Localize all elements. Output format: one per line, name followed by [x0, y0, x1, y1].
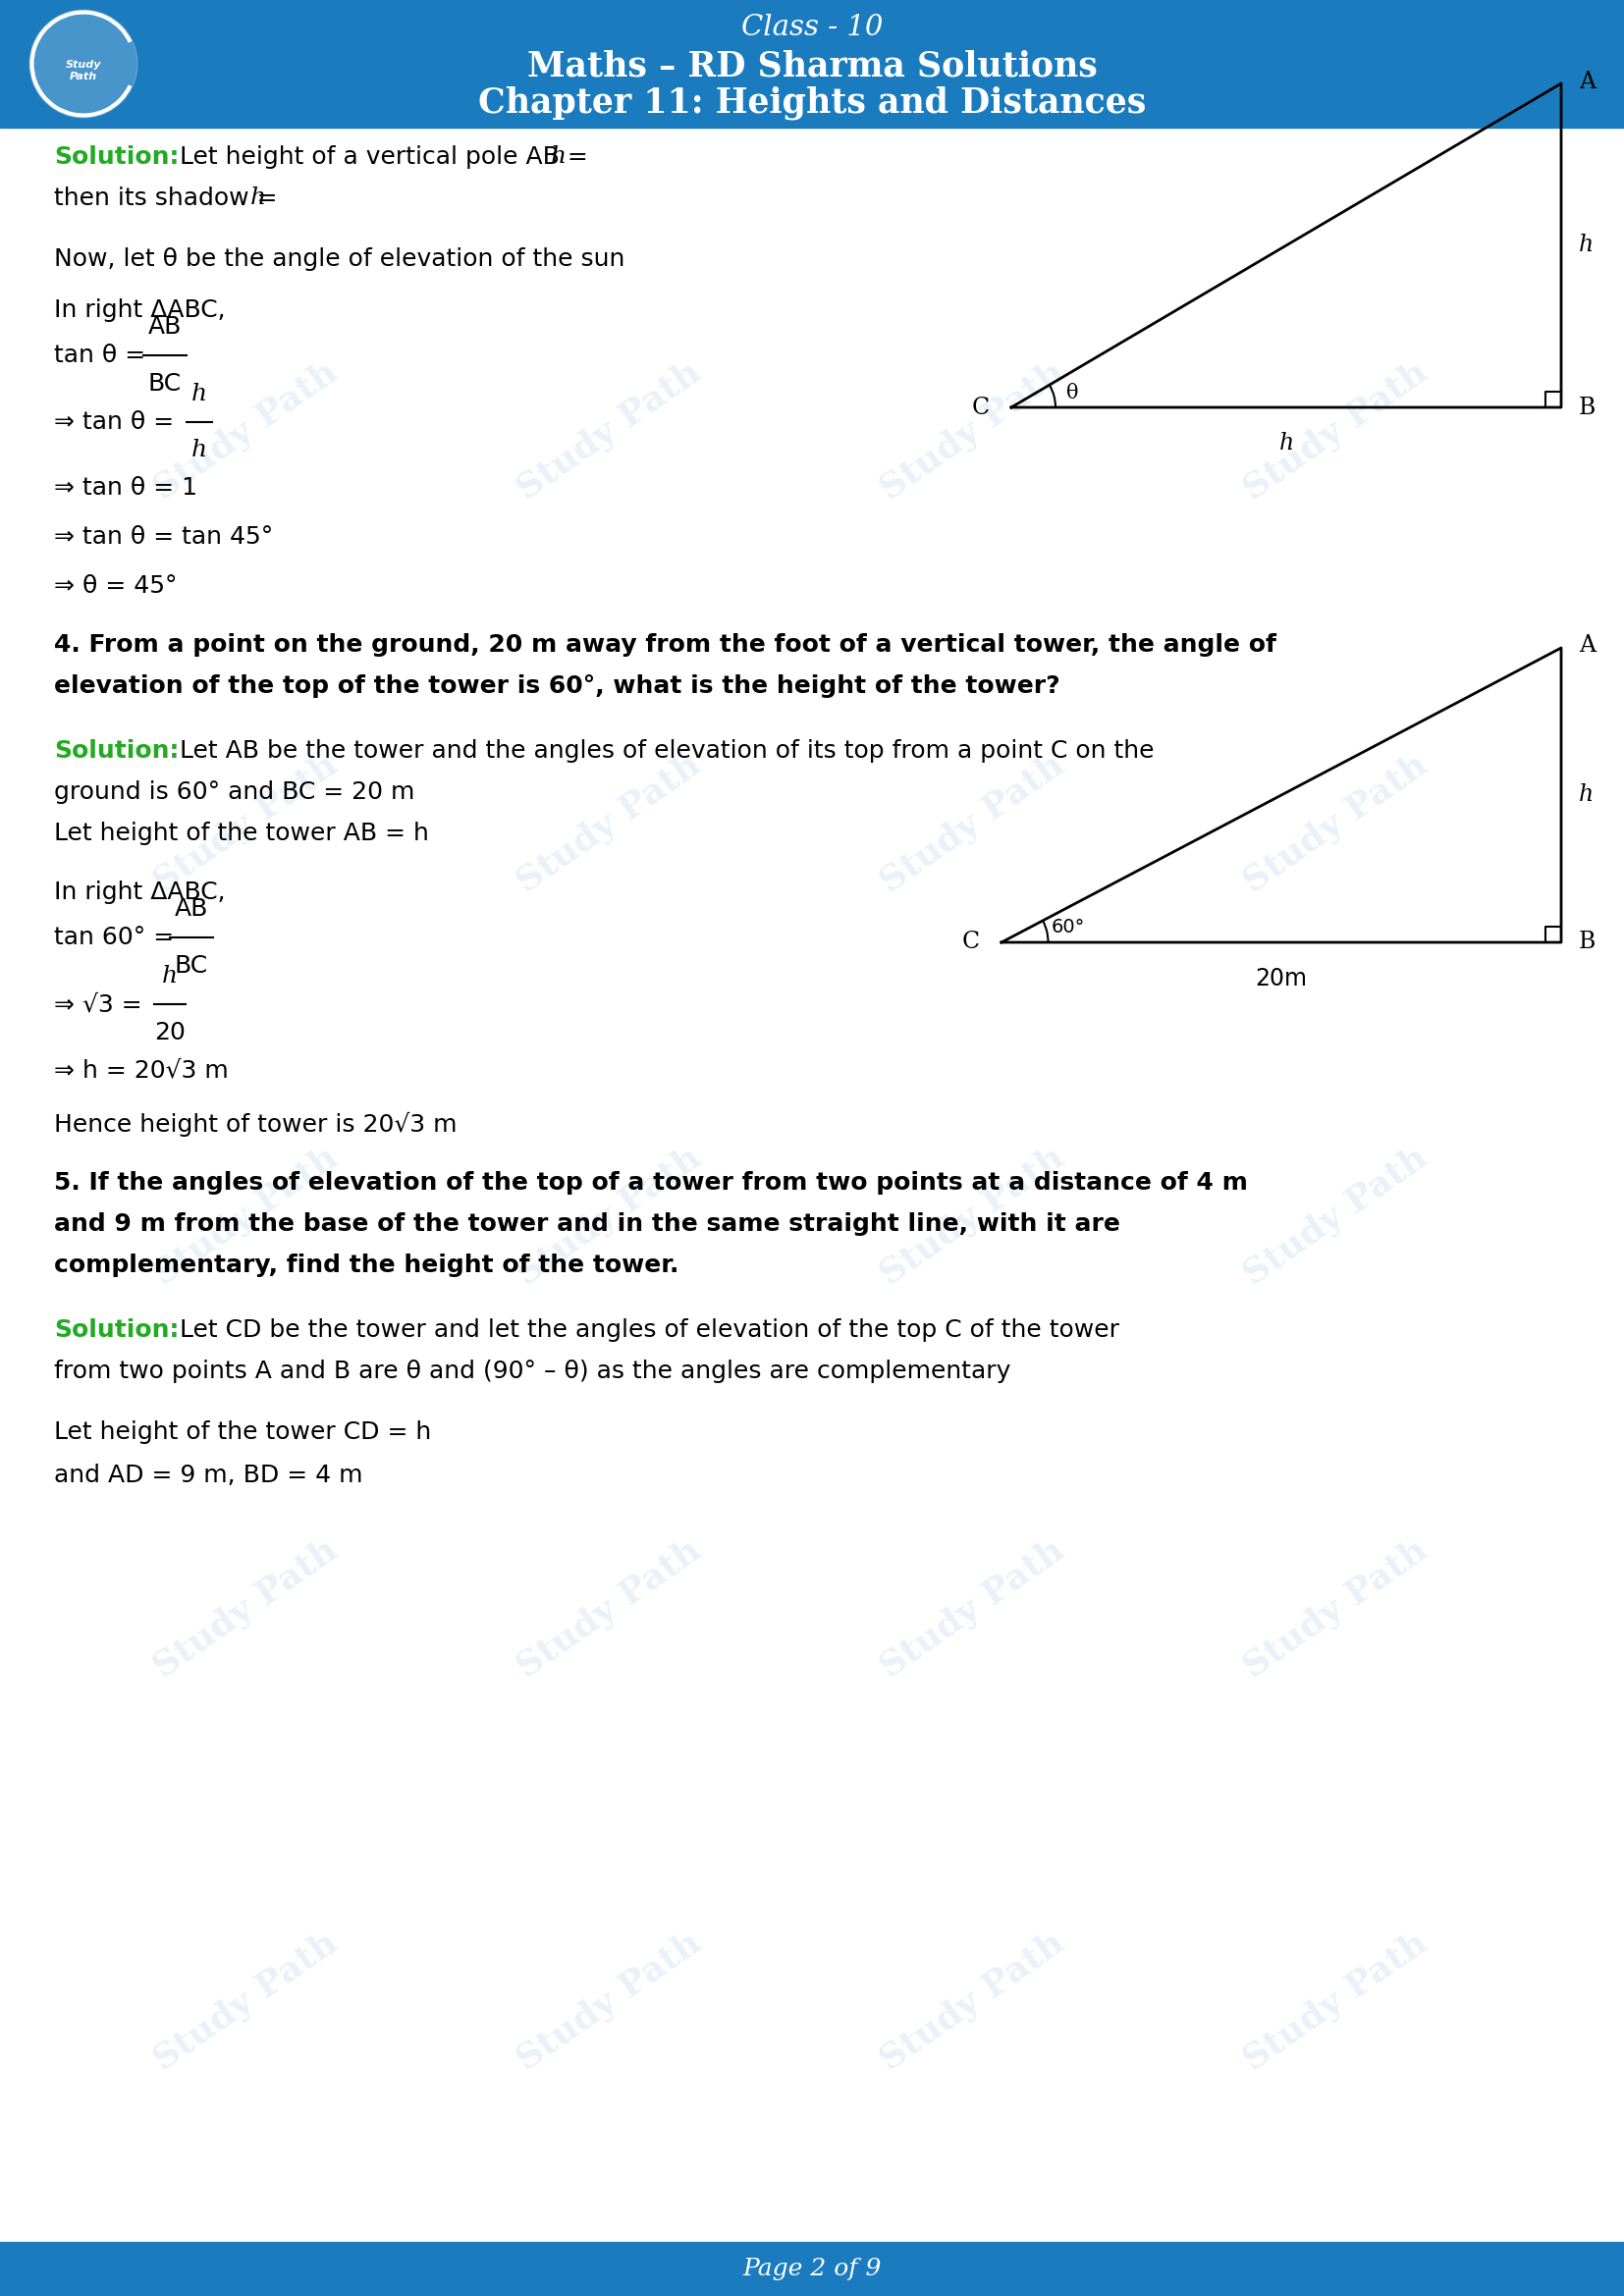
- Text: Study Path: Study Path: [510, 1534, 706, 1685]
- Text: ⇒ tan θ = tan 45°: ⇒ tan θ = tan 45°: [54, 526, 273, 549]
- Text: BC: BC: [148, 372, 182, 395]
- Text: ⇒ h = 20√3 m: ⇒ h = 20√3 m: [54, 1058, 229, 1081]
- Text: Study Path: Study Path: [510, 1926, 706, 2078]
- Text: Let height of the tower AB = h: Let height of the tower AB = h: [54, 822, 429, 845]
- Text: Class - 10: Class - 10: [741, 14, 883, 41]
- Text: Study Path: Study Path: [510, 356, 706, 507]
- Text: Now, let θ be the angle of elevation of the sun: Now, let θ be the angle of elevation of …: [54, 248, 625, 271]
- Text: h: h: [162, 964, 177, 987]
- Text: Study
Path: Study Path: [65, 60, 101, 80]
- Text: B: B: [1579, 397, 1596, 418]
- Text: Study Path: Study Path: [874, 356, 1070, 507]
- Text: h: h: [1579, 783, 1593, 806]
- Text: Study Path: Study Path: [1237, 1534, 1434, 1685]
- Text: Study Path: Study Path: [1237, 1141, 1434, 1293]
- Text: h: h: [192, 439, 208, 461]
- Text: Let CD be the tower and let the angles of elevation of the top C of the tower: Let CD be the tower and let the angles o…: [180, 1318, 1119, 1341]
- Text: Study Path: Study Path: [874, 748, 1070, 900]
- Text: complementary, find the height of the tower.: complementary, find the height of the to…: [54, 1254, 679, 1277]
- Text: Study Path: Study Path: [874, 1926, 1070, 2078]
- Text: θ: θ: [1065, 383, 1078, 402]
- Text: tan 60° =: tan 60° =: [54, 925, 182, 948]
- Text: 4. From a point on the ground, 20 m away from the foot of a vertical tower, the : 4. From a point on the ground, 20 m away…: [54, 634, 1276, 657]
- Text: Study Path: Study Path: [874, 1141, 1070, 1293]
- Text: Solution:: Solution:: [54, 1318, 179, 1341]
- Text: B: B: [1579, 932, 1596, 953]
- Text: Let AB be the tower and the angles of elevation of its top from a point C on the: Let AB be the tower and the angles of el…: [180, 739, 1155, 762]
- Text: h: h: [250, 186, 266, 209]
- Text: Solution:: Solution:: [54, 145, 179, 170]
- Text: h: h: [1579, 234, 1593, 257]
- Text: h: h: [1278, 432, 1294, 455]
- Text: A: A: [1579, 71, 1595, 92]
- Text: Study Path: Study Path: [1237, 748, 1434, 900]
- Text: 60°: 60°: [1051, 918, 1085, 937]
- Text: Let height of the tower CD = h: Let height of the tower CD = h: [54, 1421, 432, 1444]
- Text: h: h: [192, 383, 208, 406]
- Bar: [0, 2241, 1624, 2296]
- Text: AB: AB: [175, 898, 208, 921]
- Text: Study Path: Study Path: [148, 356, 344, 507]
- Text: Study Path: Study Path: [148, 1926, 344, 2078]
- Text: Study Path: Study Path: [510, 1141, 706, 1293]
- Text: Study Path: Study Path: [148, 1534, 344, 1685]
- Text: C: C: [961, 932, 979, 953]
- Text: 5. If the angles of elevation of the top of a tower from two points at a distanc: 5. If the angles of elevation of the top…: [54, 1171, 1247, 1194]
- Text: 20m: 20m: [1255, 967, 1307, 990]
- Text: and AD = 9 m, BD = 4 m: and AD = 9 m, BD = 4 m: [54, 1463, 362, 1488]
- Text: from two points A and B are θ and (90° – θ) as the angles are complementary: from two points A and B are θ and (90° –…: [54, 1359, 1010, 1382]
- Bar: [0, 0, 1624, 129]
- Text: and 9 m from the base of the tower and in the same straight line, with it are: and 9 m from the base of the tower and i…: [54, 1212, 1121, 1235]
- Text: Study Path: Study Path: [874, 1534, 1070, 1685]
- Text: Study Path: Study Path: [1237, 1926, 1434, 2078]
- Text: Hence height of tower is 20√3 m: Hence height of tower is 20√3 m: [54, 1111, 456, 1137]
- Text: In right ΔABC,: In right ΔABC,: [54, 879, 226, 905]
- Text: Let height of a vertical pole AB =: Let height of a vertical pole AB =: [180, 145, 596, 170]
- Circle shape: [29, 9, 138, 117]
- Text: Page 2 of 9: Page 2 of 9: [742, 2257, 882, 2280]
- Text: BC: BC: [175, 955, 208, 978]
- Text: elevation of the top of the tower is 60°, what is the height of the tower?: elevation of the top of the tower is 60°…: [54, 675, 1060, 698]
- Text: ⇒ √3 =: ⇒ √3 =: [54, 992, 149, 1015]
- Text: Study Path: Study Path: [148, 748, 344, 900]
- Text: A: A: [1579, 634, 1595, 657]
- Text: tan θ =: tan θ =: [54, 344, 153, 367]
- Text: ground is 60° and BC = 20 m: ground is 60° and BC = 20 m: [54, 781, 414, 804]
- Text: Study Path: Study Path: [1237, 356, 1434, 507]
- Text: Chapter 11: Heights and Distances: Chapter 11: Heights and Distances: [477, 87, 1147, 119]
- Text: ⇒ tan θ = 1: ⇒ tan θ = 1: [54, 475, 198, 501]
- Text: then its shadow =: then its shadow =: [54, 186, 286, 209]
- Text: Study Path: Study Path: [510, 748, 706, 900]
- Text: 20: 20: [154, 1022, 185, 1045]
- Text: ⇒ θ = 45°: ⇒ θ = 45°: [54, 574, 177, 597]
- Text: Maths – RD Sharma Solutions: Maths – RD Sharma Solutions: [526, 51, 1098, 83]
- Text: AB: AB: [148, 315, 182, 338]
- Text: ⇒ tan θ =: ⇒ tan θ =: [54, 411, 182, 434]
- Text: Study Path: Study Path: [148, 1141, 344, 1293]
- Text: Solution:: Solution:: [54, 739, 179, 762]
- Text: h: h: [551, 145, 567, 168]
- Text: C: C: [971, 397, 989, 418]
- Text: In right ΔABC,: In right ΔABC,: [54, 298, 226, 321]
